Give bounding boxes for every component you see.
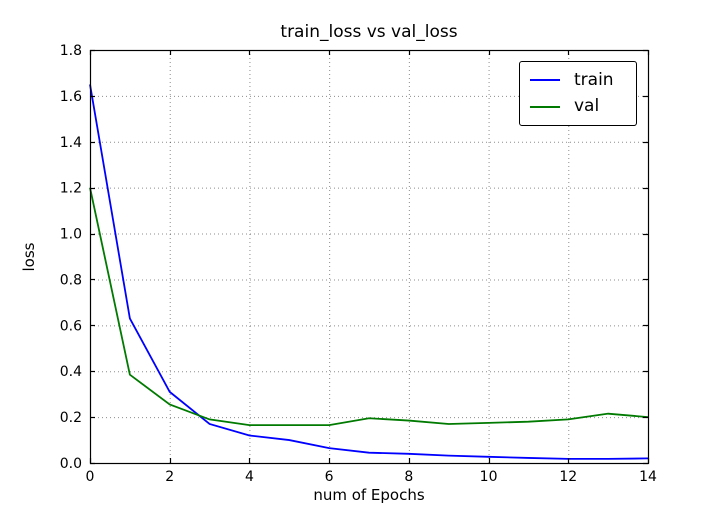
- y-tick-label: 1.8: [60, 43, 82, 59]
- y-tick-label: 0.0: [60, 456, 82, 472]
- x-tick-label: 12: [559, 469, 577, 485]
- x-tick-label: 14: [639, 469, 657, 485]
- y-tick-label: 1.2: [60, 181, 82, 197]
- y-tick-label: 0.6: [60, 318, 82, 334]
- legend-entry-val: val: [530, 98, 626, 115]
- x-axis-label: num of Epochs: [313, 486, 425, 504]
- y-tick-label: 1.6: [60, 89, 82, 105]
- val-line: [89, 187, 649, 427]
- y-tick-label: 1.0: [60, 227, 82, 243]
- y-tick-label: 0.4: [60, 364, 82, 380]
- x-tick-label: 0: [86, 469, 95, 485]
- legend-label-train: train: [574, 69, 614, 90]
- train-line: [89, 84, 649, 460]
- chart-title: train_loss vs val_loss: [280, 22, 458, 42]
- y-axis-label: loss: [20, 242, 38, 272]
- y-tick-label: 1.4: [60, 135, 82, 151]
- legend: train val: [519, 61, 637, 126]
- x-tick-label: 8: [404, 469, 413, 485]
- x-tick-label: 2: [165, 469, 174, 485]
- legend-label-val: val: [574, 96, 600, 117]
- y-tick-label: 0.8: [60, 272, 82, 288]
- y-tick-label: 0.2: [60, 410, 82, 426]
- x-tick-label: 10: [480, 469, 498, 485]
- x-tick-label: 6: [325, 469, 334, 485]
- axes-frame: [89, 49, 650, 465]
- train-line-swatch: [530, 79, 560, 82]
- val-line-swatch: [530, 105, 560, 108]
- legend-entry-train: train: [530, 69, 626, 90]
- x-tick-label: 4: [245, 469, 254, 485]
